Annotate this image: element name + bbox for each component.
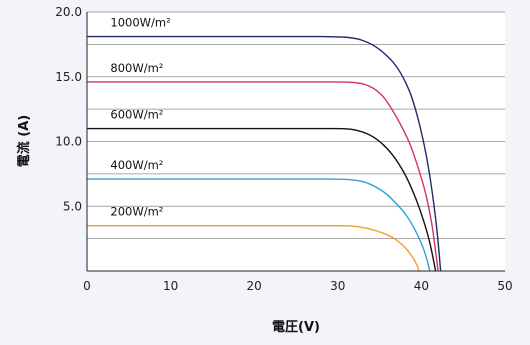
series-label: 200W/m² [110,205,163,219]
y-tick-label: 20.0 [55,5,82,19]
y-tick-label: 10.0 [55,135,82,149]
x-tick-labels: 0 10 20 30 40 50 [83,279,512,293]
series-label: 400W/m² [110,158,163,172]
x-tick-label: 40 [414,279,429,293]
series-line [86,35,442,272]
series-layer [86,35,442,272]
y-tick-labels: 5.0 10.0 15.0 20.0 [55,5,82,213]
y-axis-title: 電流 (A) [16,115,32,167]
y-tick-label: 5.0 [63,199,82,213]
x-tick-label: 10 [163,279,178,293]
y-tick-label: 15.0 [55,70,82,84]
x-tick-label: 0 [83,279,91,293]
x-tick-label: 50 [497,279,512,293]
x-axis-title: 電圧(V) [272,320,320,335]
series-label: 1000W/m² [110,16,170,30]
series-line [87,178,431,272]
series-line [87,127,437,272]
x-tick-label: 30 [330,279,345,293]
series-labels: 1000W/m² 800W/m² 600W/m² 400W/m² 200W/m² [110,16,170,219]
series-label: 600W/m² [110,108,163,122]
series-line [87,224,420,272]
grid-lines [87,11,505,240]
x-tick-label: 20 [247,279,262,293]
series-label: 800W/m² [110,61,163,75]
series-line [87,81,439,272]
